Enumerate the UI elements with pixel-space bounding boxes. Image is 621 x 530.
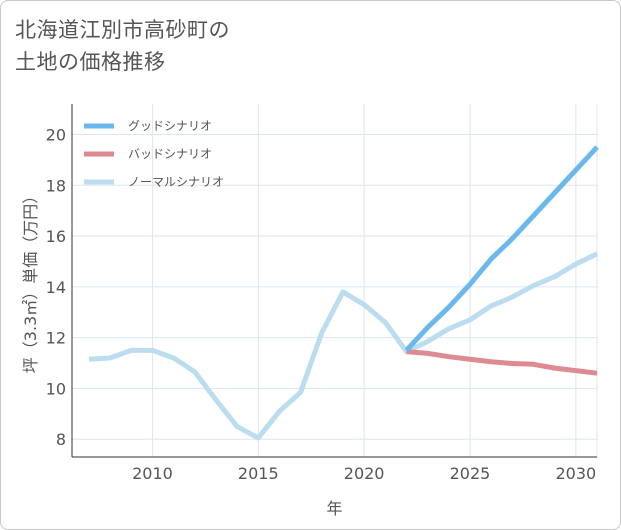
- series-line-good: [404, 145, 599, 353]
- y-tick-label: 18: [46, 176, 66, 195]
- x-tick-label: 2030: [555, 464, 596, 483]
- grid-lines: [72, 104, 598, 457]
- series-lines: [88, 145, 599, 441]
- x-tick-label: 2020: [344, 464, 385, 483]
- y-tick-label: 16: [46, 227, 66, 246]
- y-tick-label: 10: [46, 379, 66, 398]
- x-tick-label: 2025: [450, 464, 491, 483]
- x-axis-label: 年: [326, 499, 342, 518]
- series-line-normal: [88, 251, 599, 441]
- chart-title-line1: 北海道江別市高砂町の: [15, 18, 230, 42]
- y-tick-label: 14: [46, 278, 66, 297]
- chart-title: 北海道江別市高砂町の 土地の価格推移: [15, 14, 230, 78]
- y-tick-label: 20: [46, 125, 66, 144]
- y-tick-label: 8: [56, 430, 66, 449]
- x-tick-label: 2010: [132, 464, 173, 483]
- tick-labels: 8 10 12 14 16 18 20 2010 2015 2020 2025 2030: [46, 125, 597, 483]
- legend-label-good: グッドシナリオ: [128, 119, 212, 133]
- y-tick-label: 12: [46, 329, 66, 348]
- series-line-bad: [406, 349, 598, 376]
- legend-label-normal: ノーマルシナリオ: [128, 175, 224, 189]
- chart-title-line2: 土地の価格推移: [15, 50, 166, 74]
- legend-label-bad: バッドシナリオ: [128, 147, 212, 161]
- y-axis-label: 坪（3.3㎡）単価（万円）: [21, 188, 40, 373]
- axes: [71, 104, 597, 458]
- x-tick-label: 2015: [238, 464, 279, 483]
